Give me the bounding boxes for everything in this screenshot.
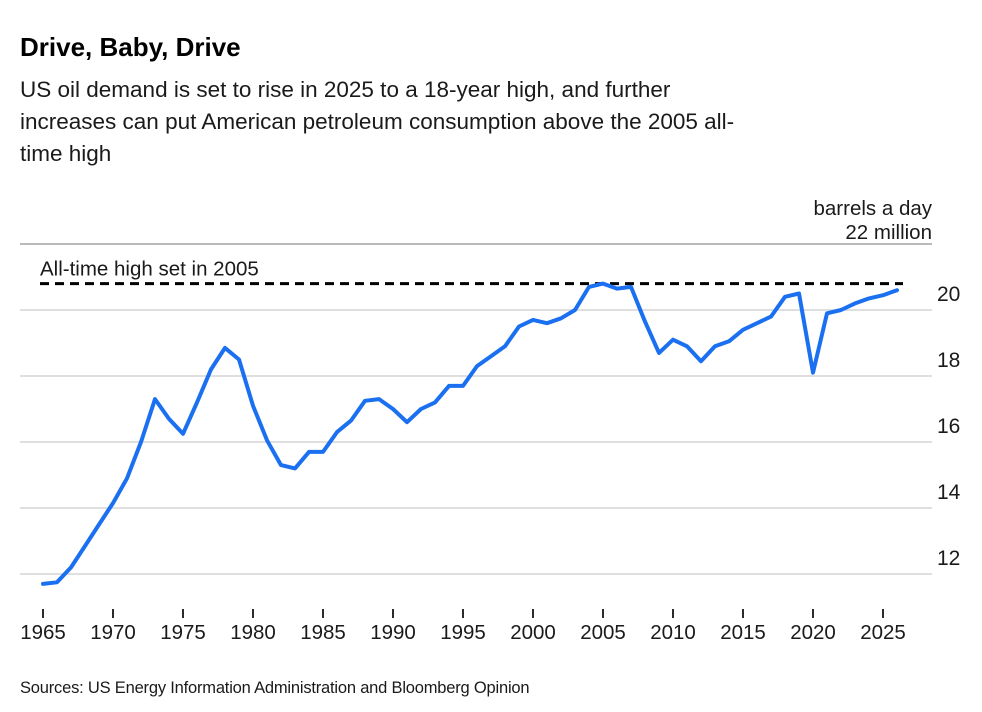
x-axis-tick-label: 2015 <box>720 621 766 644</box>
y-axis-unit-label-line-2: 22 million <box>845 221 932 244</box>
x-axis-tick-label: 1980 <box>230 621 276 644</box>
chart-subtitle-line-2: increases can put American petroleum con… <box>20 109 735 134</box>
x-axis-tick-label: 1975 <box>160 621 206 644</box>
y-axis-tick-label: 18 <box>937 349 960 372</box>
chart-subtitle: US oil demand is set to rise in 2025 to … <box>20 74 734 170</box>
oil-demand-line <box>41 281 899 586</box>
all-time-high-annotation-label: All-time high set in 2005 <box>40 258 259 281</box>
y-axis-tick-label: 12 <box>937 547 960 570</box>
chart-subtitle-line-1: US oil demand is set to rise in 2025 to … <box>20 77 671 102</box>
x-axis-tick-label: 2025 <box>860 621 906 644</box>
x-axis-tick-label: 1965 <box>20 621 66 644</box>
x-axis-tick-label: 2005 <box>580 621 626 644</box>
x-axis-tick-label: 1995 <box>440 621 486 644</box>
x-axis-tick-label: 2000 <box>510 621 556 644</box>
y-axis-tick-label: 14 <box>937 481 961 504</box>
x-axis-tick-label: 1990 <box>370 621 416 644</box>
chart-title: Drive, Baby, Drive <box>20 32 241 62</box>
y-axis-unit-label-line-1: barrels a day <box>813 197 932 220</box>
x-axis-tick-label: 2020 <box>790 621 836 644</box>
x-axis-tick-label: 2010 <box>650 621 696 644</box>
y-axis-tick-label: 16 <box>937 415 960 438</box>
source-text: Sources: US Energy Information Administr… <box>20 679 530 697</box>
x-axis-tick-label: 1970 <box>90 621 136 644</box>
y-axis-tick-label: 20 <box>937 283 960 306</box>
x-axis-tick-label: 1985 <box>300 621 346 644</box>
chart-subtitle-line-3: time high <box>20 141 112 166</box>
